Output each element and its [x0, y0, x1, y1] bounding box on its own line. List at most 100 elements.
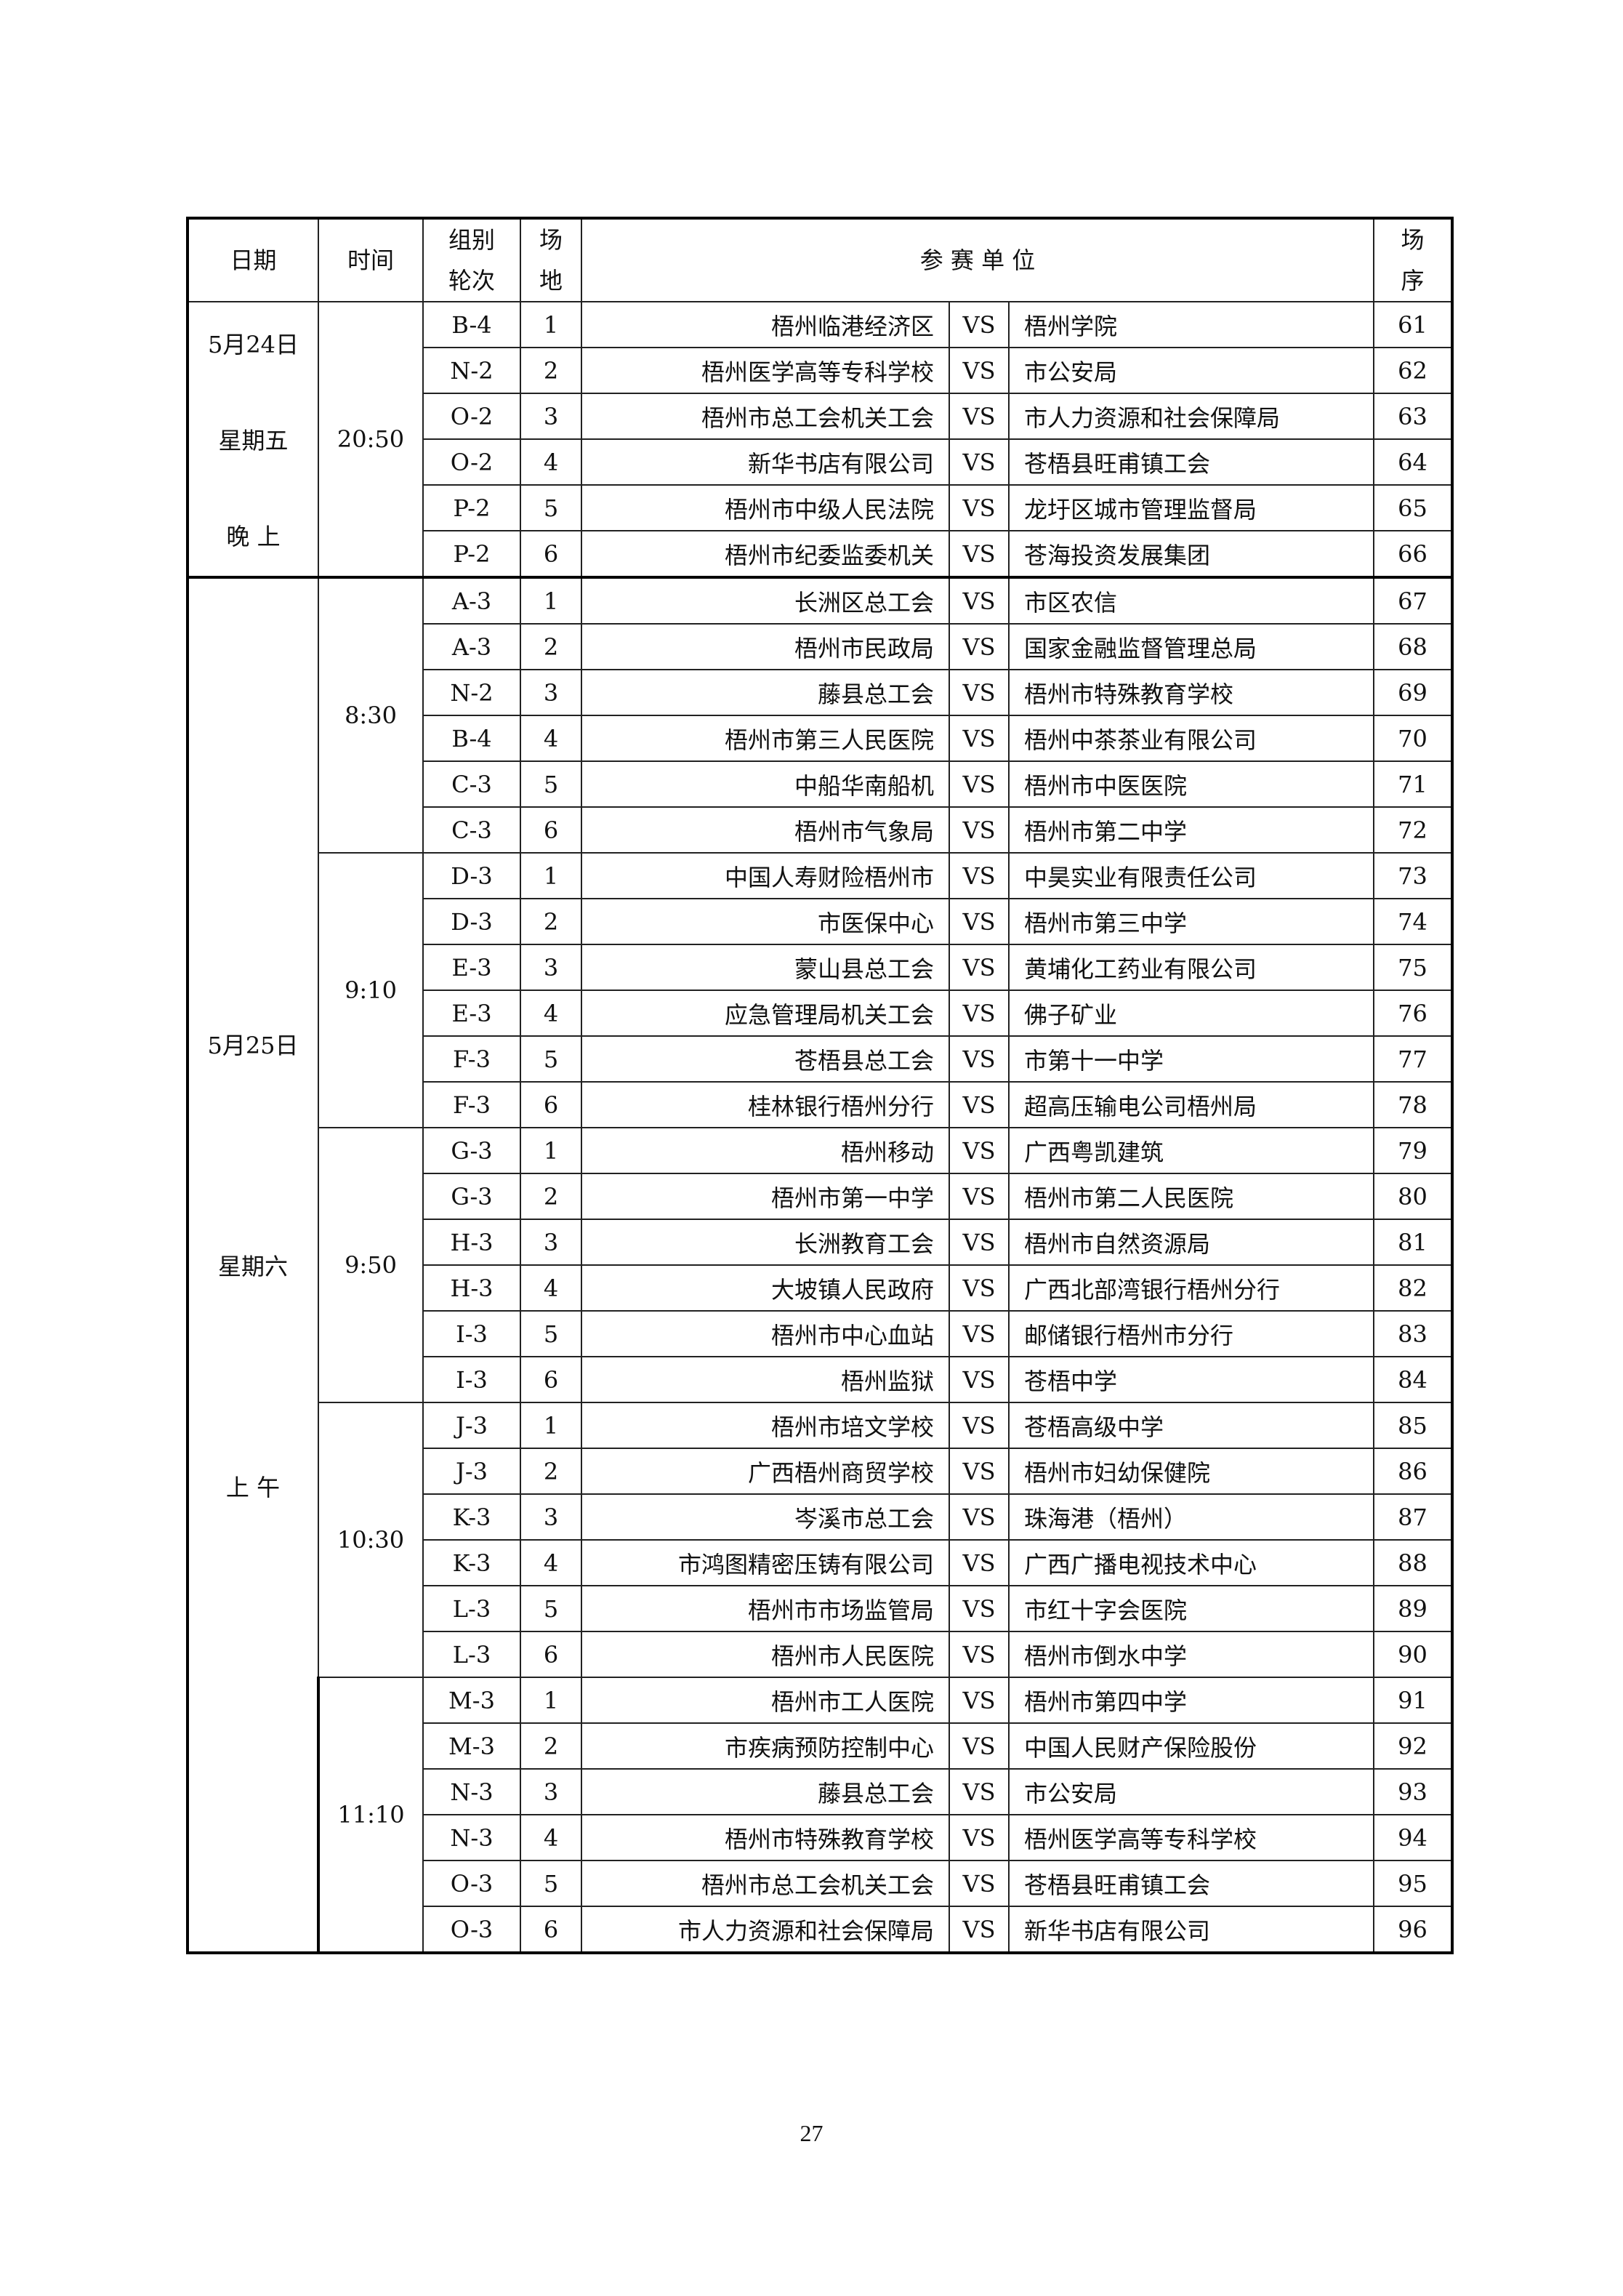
- time-cell: 10:30: [318, 1402, 424, 1678]
- table-row: F-3 6 桂林银行梧州分行 VS 超高压输电公司梧州局 78: [188, 1081, 1454, 1128]
- table-row: 10:30 J-3 1 梧州市培文学校 VS 苍梧高级中学 85: [188, 1402, 1454, 1678]
- header-court-2: 地: [539, 267, 563, 294]
- vs-cell: VS: [949, 898, 1010, 945]
- vs-cell: VS: [949, 623, 1010, 670]
- group-round-cell: B-4: [422, 715, 521, 762]
- team-a-cell: 中船华南船机: [581, 760, 950, 808]
- table-row: P-2 5 梧州市中级人民法院 VS 龙圩区城市管理监督局 65: [188, 484, 1454, 531]
- header-order-1: 场: [1401, 226, 1425, 254]
- vs-cell: VS: [949, 669, 1010, 716]
- table-row: C-3 6 梧州市气象局 VS 梧州市第二中学 72: [188, 806, 1454, 854]
- team-b-cell: 梧州市自然资源局: [1007, 1219, 1375, 1266]
- court-cell: 5: [520, 1585, 582, 1632]
- team-a-cell: 市医保中心: [581, 898, 950, 945]
- vs-cell: VS: [949, 1402, 1010, 1449]
- match-order-cell: 95: [1373, 1860, 1454, 1907]
- match-order-cell: 68: [1373, 623, 1454, 670]
- team-b-cell: 梧州学院: [1007, 301, 1375, 348]
- table-row: N-2 2 梧州医学高等专科学校 VS 市公安局 62: [188, 347, 1454, 394]
- group-round-cell: N-2: [422, 669, 521, 716]
- vs-cell: VS: [949, 1219, 1010, 1266]
- group-round-cell: F-3: [422, 1035, 521, 1083]
- table-row: N-3 3 藤县总工会 VS 市公安局 93: [188, 1768, 1454, 1815]
- court-cell: 2: [520, 623, 582, 670]
- team-b-cell: 苍梧县旺甫镇工会: [1007, 438, 1375, 486]
- group-round-cell: B-4: [422, 301, 521, 348]
- court-cell: 5: [520, 1860, 582, 1907]
- group-round-cell: I-3: [422, 1310, 521, 1357]
- time-cell: 9:50: [318, 1127, 424, 1403]
- match-order-cell: 65: [1373, 484, 1454, 531]
- header-time: 时间: [318, 217, 424, 302]
- vs-cell: VS: [949, 1722, 1010, 1770]
- vs-cell: VS: [949, 393, 1010, 440]
- team-a-cell: 市疾病预防控制中心: [581, 1722, 950, 1770]
- header-group: 组别: [448, 226, 495, 254]
- team-b-cell: 梧州市第四中学: [1007, 1677, 1375, 1724]
- date-label: 5月25日: [207, 1032, 299, 1059]
- match-order-cell: 86: [1373, 1448, 1454, 1495]
- team-b-cell: 广西北部湾银行梧州分行: [1007, 1264, 1375, 1312]
- table-row: K-3 3 岑溪市总工会 VS 珠海港（梧州） 87: [188, 1493, 1454, 1541]
- court-cell: 3: [520, 669, 582, 716]
- team-b-cell: 广西广播电视技术中心: [1007, 1539, 1375, 1586]
- team-a-cell: 广西梧州商贸学校: [581, 1448, 950, 1495]
- table-row: H-3 4 大坡镇人民政府 VS 广西北部湾银行梧州分行 82: [188, 1264, 1454, 1312]
- vs-cell: VS: [949, 1448, 1010, 1495]
- vs-cell: VS: [949, 301, 1010, 348]
- vs-cell: VS: [949, 576, 1010, 625]
- team-a-cell: 梧州市工人医院: [581, 1677, 950, 1724]
- vs-cell: VS: [949, 1356, 1010, 1403]
- group-round-cell: P-2: [422, 484, 521, 531]
- team-a-cell: 梧州市总工会机关工会: [581, 393, 950, 440]
- team-b-cell: 国家金融监督管理总局: [1007, 623, 1375, 670]
- team-a-cell: 梧州监狱: [581, 1356, 950, 1403]
- date-label: 5月24日: [207, 331, 299, 358]
- team-a-cell: 市人力资源和社会保障局: [581, 1906, 950, 1954]
- group-round-cell: O-3: [422, 1906, 521, 1954]
- table-row: E-3 4 应急管理局机关工会 VS 佛子矿业 76: [188, 990, 1454, 1037]
- match-order-cell: 64: [1373, 438, 1454, 486]
- match-order-cell: 74: [1373, 898, 1454, 945]
- match-order-cell: 83: [1373, 1310, 1454, 1357]
- table-row: J-3 2 广西梧州商贸学校 VS 梧州市妇幼保健院 86: [188, 1448, 1454, 1495]
- court-cell: 1: [520, 301, 582, 348]
- group-round-cell: D-3: [422, 898, 521, 945]
- team-b-cell: 梧州医学高等专科学校: [1007, 1814, 1375, 1861]
- team-b-cell: 广西粤凯建筑: [1007, 1127, 1375, 1174]
- team-b-cell: 邮储银行梧州市分行: [1007, 1310, 1375, 1357]
- court-cell: 3: [520, 1493, 582, 1541]
- team-b-cell: 市公安局: [1007, 1768, 1375, 1815]
- session-label: 上 午: [225, 1474, 281, 1501]
- group-round-cell: K-3: [422, 1493, 521, 1541]
- team-b-cell: 市人力资源和社会保障局: [1007, 393, 1375, 440]
- team-a-cell: 梧州市中级人民法院: [581, 484, 950, 531]
- court-cell: 3: [520, 393, 582, 440]
- group-round-cell: N-3: [422, 1768, 521, 1815]
- vs-cell: VS: [949, 1860, 1010, 1907]
- header-order-2: 序: [1401, 267, 1425, 294]
- court-cell: 6: [520, 806, 582, 854]
- team-a-cell: 梧州医学高等专科学校: [581, 347, 950, 394]
- team-a-cell: 梧州市第三人民医院: [581, 715, 950, 762]
- date-cell: 5月24日 星期五晚 上: [187, 301, 319, 578]
- group-round-cell: H-3: [422, 1219, 521, 1266]
- team-b-cell: 梧州市中医医院: [1007, 760, 1375, 808]
- match-order-cell: 87: [1373, 1493, 1454, 1541]
- vs-cell: VS: [949, 1081, 1010, 1128]
- date-cell: 5月25日 星期六上 午: [187, 576, 319, 1954]
- group-round-cell: O-2: [422, 438, 521, 486]
- team-b-cell: 梧州中茶茶业有限公司: [1007, 715, 1375, 762]
- vs-cell: VS: [949, 1677, 1010, 1724]
- table-row: P-2 6 梧州市纪委监委机关 VS 苍海投资发展集团 66: [188, 530, 1454, 578]
- group-round-cell: M-3: [422, 1677, 521, 1724]
- court-cell: 2: [520, 1722, 582, 1770]
- court-cell: 3: [520, 1219, 582, 1266]
- match-order-cell: 84: [1373, 1356, 1454, 1403]
- match-order-cell: 61: [1373, 301, 1454, 348]
- team-b-cell: 超高压输电公司梧州局: [1007, 1081, 1375, 1128]
- team-b-cell: 中国人民财产保险股份: [1007, 1722, 1375, 1770]
- team-a-cell: 梧州移动: [581, 1127, 950, 1174]
- header-court: 场地: [520, 217, 582, 302]
- match-order-cell: 91: [1373, 1677, 1454, 1724]
